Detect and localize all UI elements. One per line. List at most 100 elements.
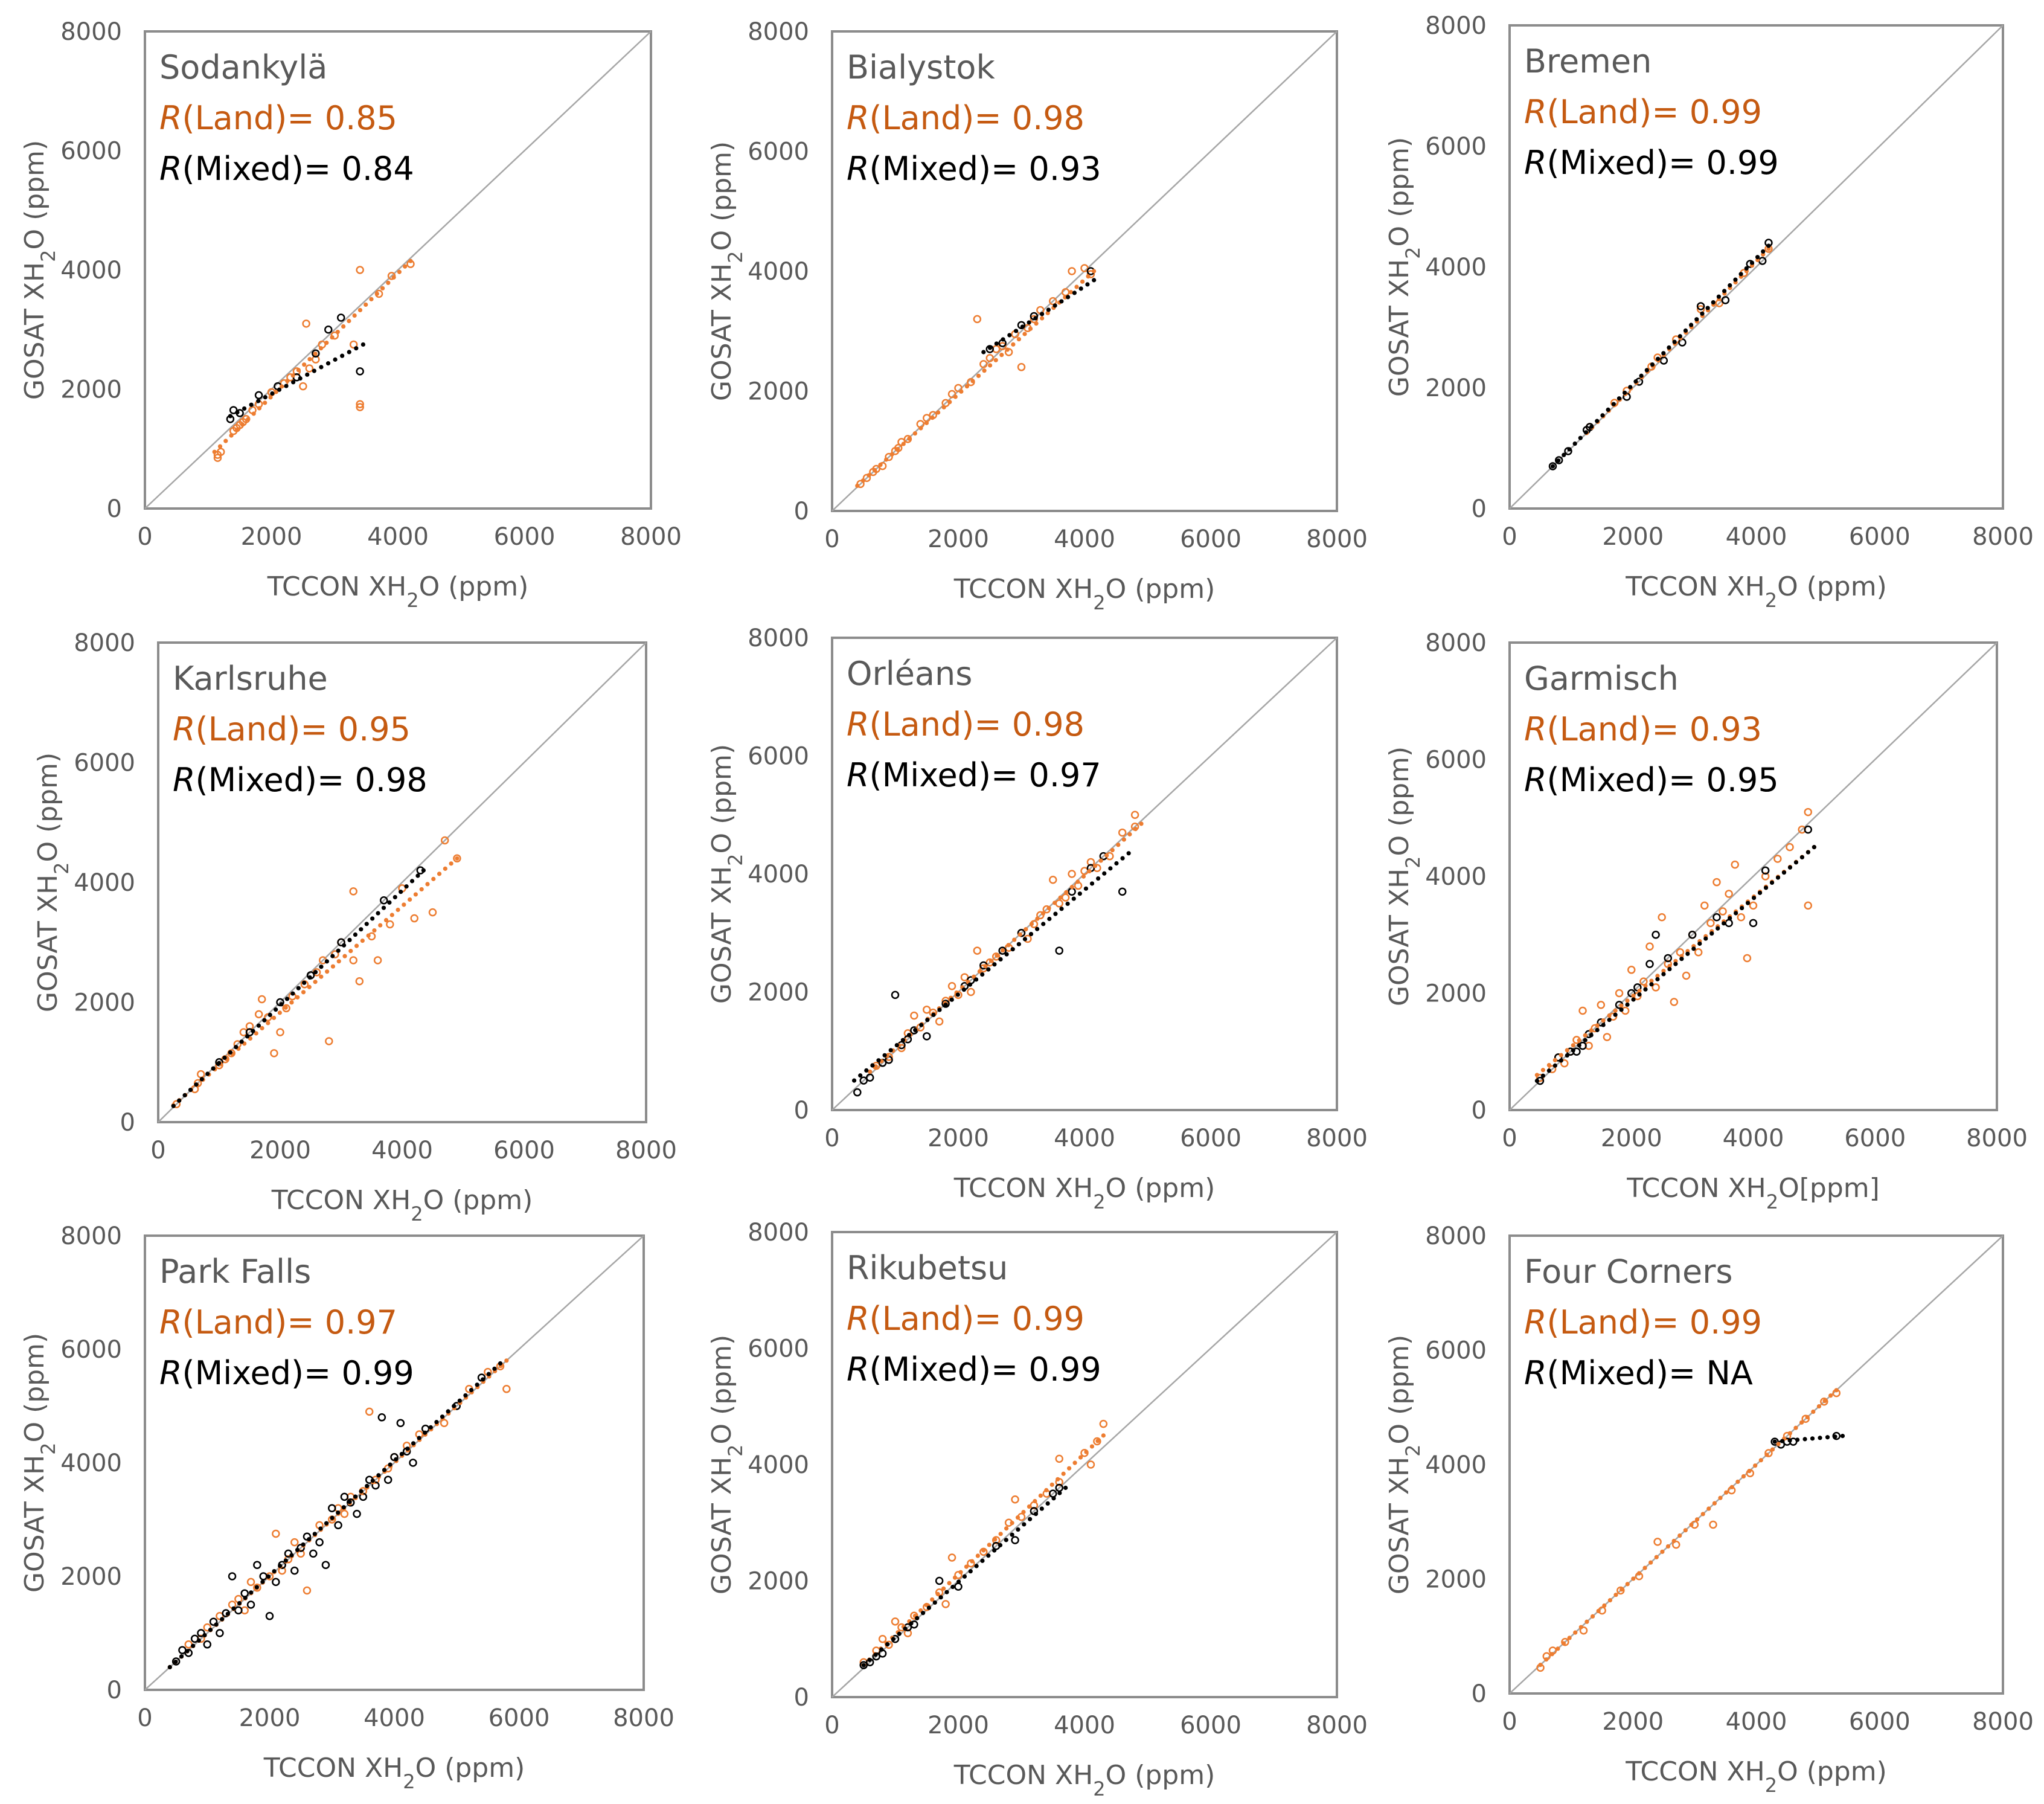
mixed-fit-dot (225, 1611, 230, 1616)
mixed-point (377, 1413, 386, 1422)
land-fit-dot (983, 964, 988, 969)
land-fit-dot (1595, 1023, 1600, 1028)
land-point (373, 956, 382, 965)
x-axis-title: TCCON XH2O (ppm) (271, 1185, 533, 1225)
y-tick-label: 4000 (1425, 863, 1487, 891)
y-tick-label: 2000 (1425, 1566, 1487, 1594)
land-point (196, 1070, 205, 1079)
mixed-point (998, 946, 1007, 955)
land-fit-dot (1602, 1603, 1607, 1608)
y-tick-label: 0 (794, 1097, 809, 1125)
mixed-fit-dot (312, 368, 316, 373)
mixed-fit-dot (1595, 1027, 1600, 1033)
r-land-label: R(Land)= 0.97 (159, 1303, 397, 1341)
r-mixed-label: R(Mixed)= 0.93 (847, 150, 1101, 188)
r-mixed-label: R(Mixed)= 0.84 (159, 150, 414, 188)
land-fit-dot (930, 416, 935, 420)
mixed-fit-dot (1059, 299, 1064, 304)
mixed-fit-dot (998, 957, 1003, 962)
mixed-fit-dot (1673, 961, 1678, 966)
land-fit-dot (867, 473, 871, 478)
land-point (1055, 1454, 1063, 1463)
land-fit-dot (1631, 993, 1636, 998)
y-axis-title: GOSAT XH2O (ppm) (706, 1335, 747, 1594)
mixed-fit-dot (986, 1553, 991, 1558)
land-point (280, 379, 289, 388)
land-fit-dot (1078, 1455, 1083, 1460)
mixed-fit-dot (1595, 419, 1600, 423)
land-fit-dot (348, 949, 353, 954)
r-land-label: R(Land)= 0.99 (1524, 93, 1762, 131)
land-point (1560, 1059, 1569, 1068)
land-point (1055, 899, 1063, 908)
r-land-label: R(Land)= 0.98 (847, 705, 1084, 743)
mixed-fit-dot (364, 922, 369, 926)
x-tick-label: 0 (824, 1125, 839, 1152)
land-fit-dot (1040, 911, 1046, 916)
mixed-fit-dot (1611, 402, 1616, 406)
land-fit-dot (1642, 1565, 1647, 1570)
land-point (272, 1529, 280, 1538)
mixed-fit-dot (481, 1377, 485, 1382)
land-fit-dot (1620, 1587, 1624, 1592)
land-point (885, 452, 893, 461)
mixed-fit-dot (915, 1616, 920, 1620)
r-mixed-label: R(Mixed)= 0.99 (159, 1354, 414, 1392)
x-tick-label: 0 (150, 1137, 165, 1164)
mixed-fit-dot (1072, 291, 1077, 295)
mixed-fit-dot (188, 1088, 193, 1093)
mixed-fit-dot (992, 1548, 997, 1553)
mixed-fit-dot (937, 1007, 942, 1012)
mixed-fit-dot (191, 1643, 196, 1648)
land-fit-dot (408, 258, 413, 263)
land-fit-dot (1571, 1043, 1575, 1048)
mixed-fit-dot (307, 975, 312, 980)
land-fit-dot (330, 964, 336, 969)
land-point (1645, 942, 1654, 951)
mixed-fit-dot (242, 406, 247, 411)
x-tick-label: 6000 (494, 523, 556, 551)
land-fit-dot (1012, 937, 1017, 942)
mixed-fit-dot (415, 873, 420, 878)
mixed-point (1696, 302, 1705, 310)
land-fit-dot (257, 406, 262, 411)
mixed-fit-dot (1667, 966, 1672, 972)
land-fit-dot (1671, 1538, 1676, 1544)
mixed-fit-dot (1583, 430, 1589, 435)
y-tick-label: 0 (1472, 495, 1487, 523)
land-fit-dot (1080, 279, 1085, 284)
y-tick-label: 4000 (1425, 254, 1487, 281)
mixed-point (337, 938, 345, 946)
land-fit-dot (1793, 1425, 1798, 1430)
land-fit-dot (1787, 1431, 1792, 1436)
land-point (290, 1538, 299, 1547)
mixed-point (203, 1640, 211, 1649)
land-point (410, 914, 418, 923)
land-point (973, 946, 982, 955)
mixed-fit-dot (894, 1042, 899, 1048)
land-fit-dot (335, 329, 340, 335)
mixed-fit-dot (1114, 861, 1119, 866)
mixed-fit-dot (1600, 413, 1605, 418)
land-fit-dot (319, 974, 324, 979)
mixed-fit-dot (298, 376, 303, 381)
mixed-point (859, 1076, 868, 1085)
land-point (1719, 907, 1727, 916)
land-fit-dot (1805, 1414, 1810, 1420)
x-tick-label: 0 (1502, 523, 1517, 551)
x-tick-label: 6000 (1180, 525, 1241, 553)
mixed-fit-dot (1751, 896, 1757, 900)
mixed-point (1055, 946, 1063, 955)
mixed-fit-dot (956, 1579, 961, 1584)
plot-frame (144, 1234, 645, 1691)
mixed-fit-dot (417, 1436, 421, 1440)
mixed-fit-dot (1643, 987, 1648, 992)
land-fit-dot (260, 1026, 264, 1031)
plot-frame (144, 30, 652, 510)
land-point (1130, 811, 1139, 819)
mixed-fit-dot (1045, 1501, 1050, 1506)
land-fit-dot (1021, 1510, 1026, 1515)
land-fit-dot (1667, 963, 1672, 969)
land-fit-dot (995, 953, 999, 958)
land-fit-dot (1089, 1444, 1095, 1449)
